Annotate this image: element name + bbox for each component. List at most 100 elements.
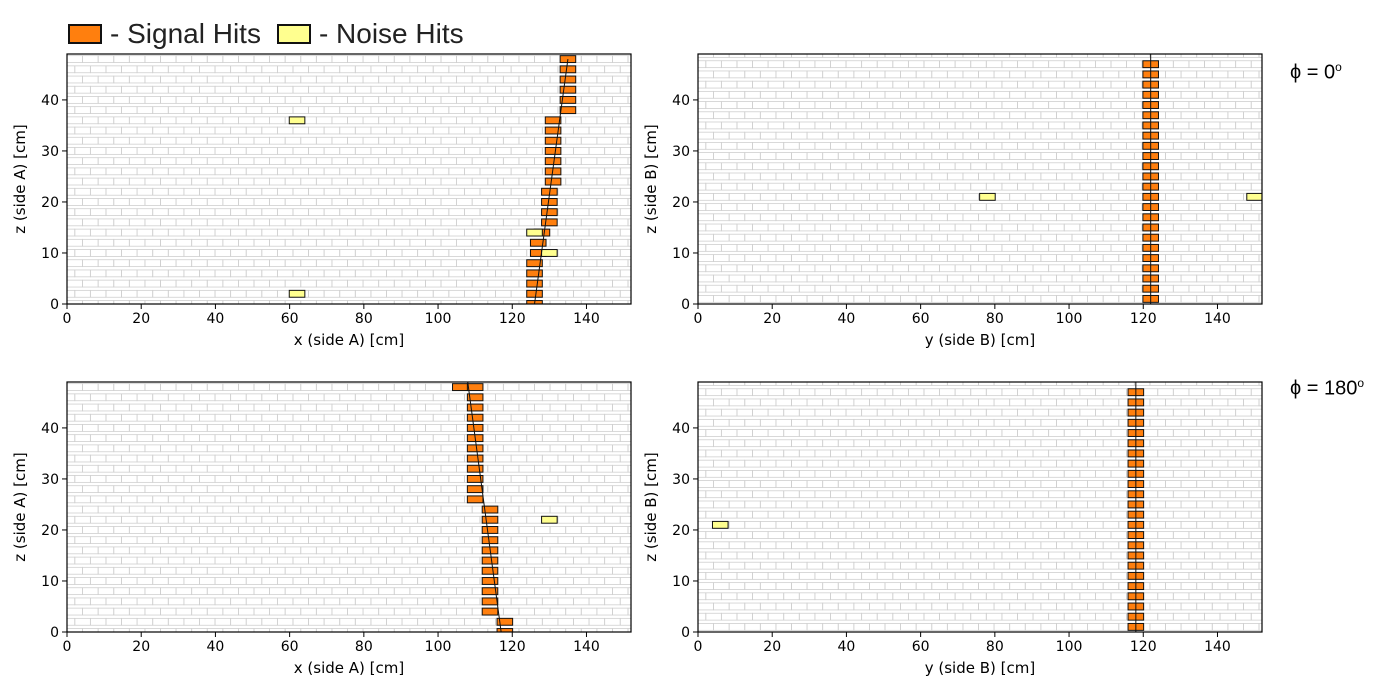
grid-bar (261, 515, 278, 524)
grid-bar (510, 65, 528, 74)
grid-bar (487, 424, 504, 432)
grid-bar (440, 424, 458, 432)
grid-bar (720, 388, 738, 397)
grid-bar (191, 424, 208, 432)
grid-bar (456, 607, 473, 616)
grid-bar (167, 228, 185, 237)
grid-bar (175, 96, 193, 104)
grid-bar (1079, 531, 1096, 539)
signal-hit (541, 218, 558, 227)
grid-bar (954, 101, 972, 109)
grid-bar (759, 70, 777, 79)
grid-bar (191, 607, 208, 616)
grid-bar (245, 556, 263, 565)
grid-bar (82, 279, 99, 288)
grid-bar (1149, 582, 1166, 590)
grid-bar (900, 541, 917, 550)
grid-bar (1188, 429, 1205, 437)
grid-bar (105, 249, 122, 257)
grid-bar (1017, 141, 1034, 150)
grid-bar (798, 284, 816, 293)
grid-bar (74, 577, 91, 585)
grid-bar (588, 208, 606, 217)
grid-bar (510, 434, 528, 442)
grid-bar (1188, 182, 1205, 191)
x-tick-label: 60 (281, 639, 299, 655)
grid-bar (698, 70, 699, 79)
grid-bar (876, 60, 894, 69)
grid-bar (1235, 244, 1252, 252)
grid-bar (1009, 521, 1026, 529)
grid-bar (261, 106, 278, 114)
grid-bar (1250, 449, 1262, 458)
grid-bar (884, 439, 901, 448)
grid-bar (806, 602, 824, 611)
grid-bar (1094, 244, 1112, 252)
grid-bar (245, 289, 263, 298)
grid-bar (627, 218, 631, 227)
grid-bar (518, 177, 535, 186)
grid-bar (1118, 70, 1135, 79)
grid-bar (1204, 203, 1221, 211)
grid-bar (1157, 141, 1174, 150)
grid-bar (728, 152, 746, 160)
y-axis-label: z (side A) [cm] (11, 124, 29, 233)
grid-bar (479, 106, 496, 114)
y-tick-label: 20 (672, 523, 690, 539)
grid-bar (736, 429, 753, 437)
grid-bar (386, 597, 403, 606)
grid-bar (1118, 111, 1135, 120)
grid-bar (627, 136, 631, 145)
grid-bar (907, 592, 925, 601)
grid-bar (487, 116, 504, 125)
grid-bar (985, 60, 1003, 69)
grid-bar (261, 167, 278, 176)
grid-bar (487, 55, 504, 63)
grid-bar (1071, 602, 1089, 611)
grid-bar (837, 582, 855, 590)
grid-bar (861, 408, 878, 417)
grid-bar (1172, 531, 1190, 539)
grid-bar (175, 628, 193, 632)
grid-bar (448, 577, 465, 585)
grid-bar (767, 121, 785, 130)
grid-bar (861, 572, 878, 580)
grid-bar (720, 60, 738, 69)
grid-bar (830, 510, 847, 519)
grid-bar (853, 541, 870, 550)
grid-bar (74, 495, 91, 504)
grid-bar (292, 393, 309, 402)
grid-bar (861, 121, 878, 130)
grid-bar (175, 546, 193, 555)
grid-bar (565, 157, 582, 165)
grid-bar (775, 623, 792, 631)
grid-bar (261, 597, 278, 606)
grid-bar (1172, 449, 1190, 458)
grid-bar (1243, 582, 1260, 590)
grid-bar (720, 223, 738, 232)
grid-bar (362, 628, 380, 632)
grid-bar (837, 295, 855, 303)
grid-bar (806, 500, 824, 509)
grid-bar (806, 480, 824, 488)
grid-bar (1149, 382, 1166, 386)
grid-bar (619, 106, 631, 114)
grid-bar (557, 556, 574, 565)
grid-bar (1056, 382, 1073, 386)
grid-bar (596, 546, 613, 555)
grid-bar (752, 162, 769, 171)
grid-bar (401, 208, 419, 217)
grid-bar (167, 208, 185, 217)
grid-bar (1001, 141, 1018, 150)
grid-bar (541, 85, 559, 94)
x-tick-label: 20 (132, 639, 150, 655)
grid-bar (183, 208, 200, 217)
grid-bar (1180, 459, 1198, 468)
grid-bar (347, 238, 364, 247)
grid-bar (876, 121, 894, 130)
grid-bar (1001, 182, 1018, 191)
grid-bar (199, 126, 216, 135)
grid-bar (1056, 90, 1073, 99)
grid-bar (89, 147, 107, 155)
grid-bar (347, 198, 364, 206)
